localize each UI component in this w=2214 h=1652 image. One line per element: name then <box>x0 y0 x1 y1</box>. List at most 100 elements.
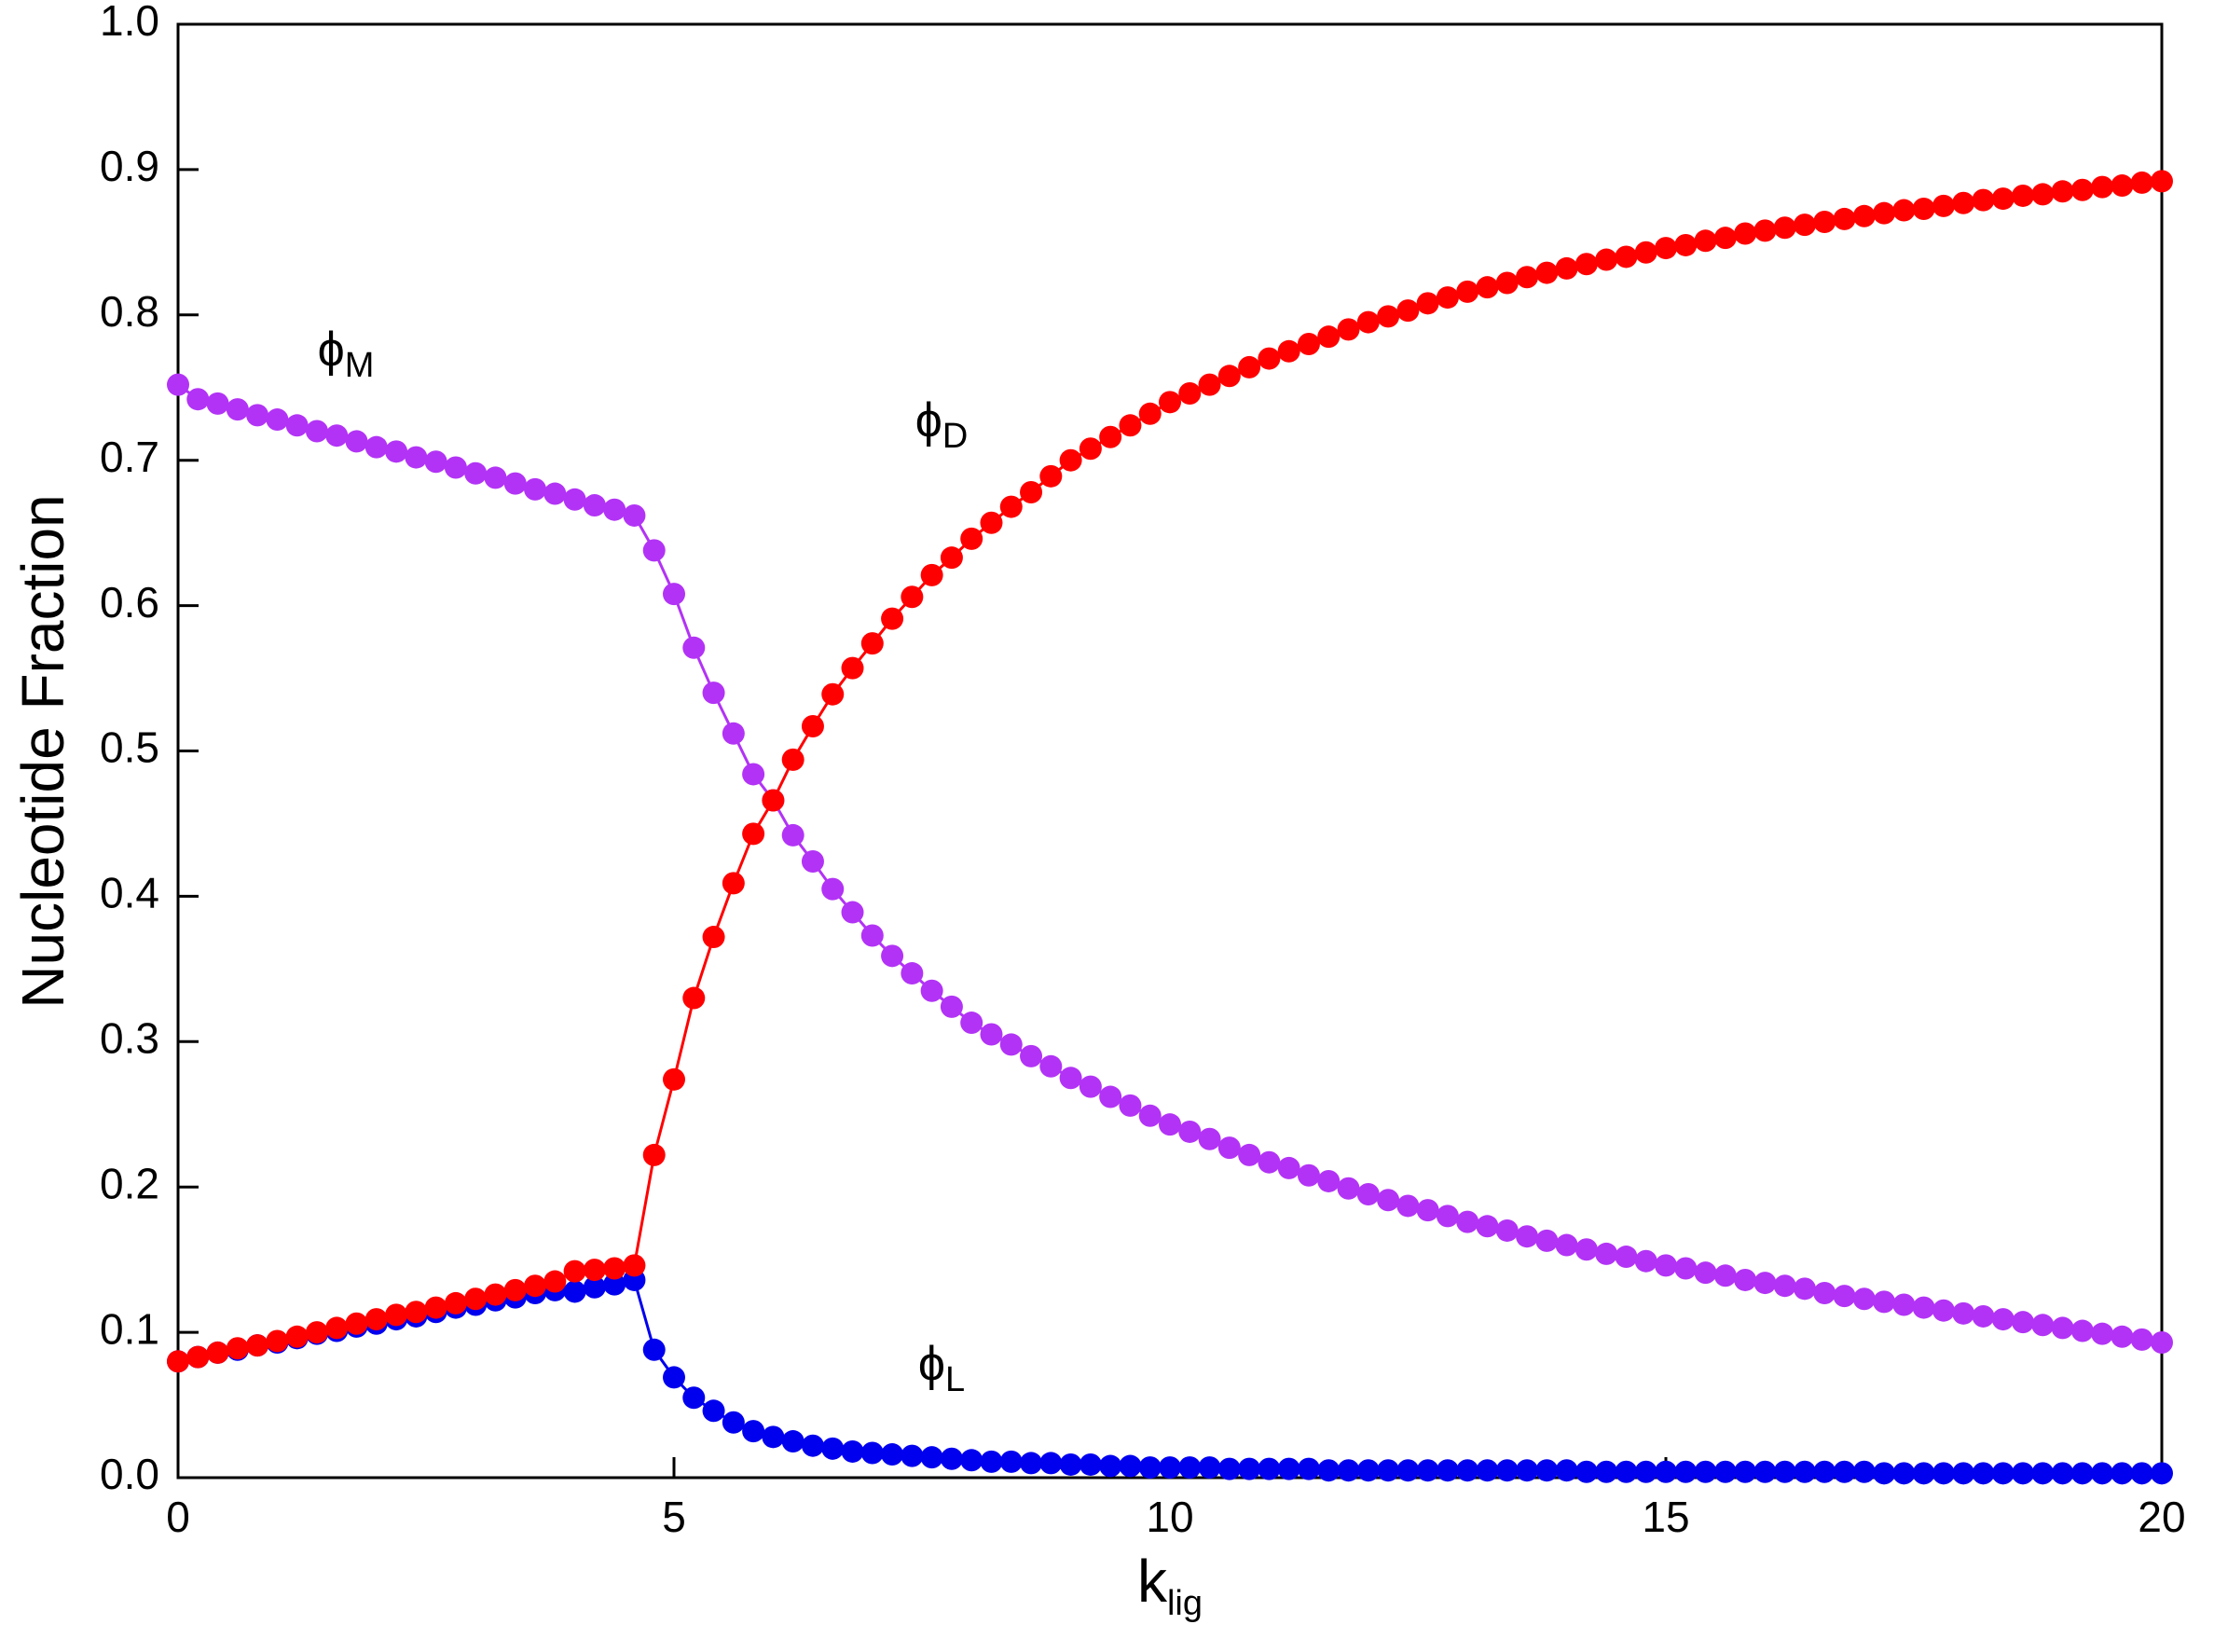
marker <box>2130 1328 2153 1351</box>
marker <box>563 1280 586 1303</box>
marker <box>1674 233 1698 256</box>
marker <box>285 414 309 437</box>
marker <box>1575 1238 1598 1261</box>
marker <box>881 607 904 630</box>
marker <box>1159 1113 1181 1136</box>
marker <box>1753 219 1777 242</box>
marker <box>682 636 706 659</box>
marker <box>1495 1218 1519 1242</box>
marker <box>1833 207 1856 230</box>
marker <box>2012 1311 2035 1334</box>
x-tick-label: 20 <box>2138 1493 2185 1541</box>
marker <box>1020 1044 1043 1067</box>
marker <box>1456 280 1479 303</box>
marker <box>1217 1457 1241 1480</box>
y-tick-label: 0.2 <box>100 1159 159 1207</box>
marker <box>1773 216 1796 240</box>
series-line <box>177 179 2163 1363</box>
marker <box>960 1012 983 1035</box>
marker <box>1634 1249 1657 1273</box>
marker <box>663 1366 685 1389</box>
marker <box>2151 170 2173 193</box>
marker <box>2151 1331 2173 1355</box>
marker <box>1277 339 1300 363</box>
marker <box>682 1386 706 1410</box>
marker <box>206 392 229 415</box>
marker <box>1873 201 1896 225</box>
series-label-sub: M <box>345 346 375 385</box>
marker <box>1873 1462 1896 1485</box>
marker <box>1079 1075 1102 1098</box>
marker <box>464 461 488 485</box>
marker <box>1852 1287 1876 1311</box>
marker <box>1297 1163 1320 1187</box>
marker <box>1615 1246 1638 1269</box>
y-tick-label: 0.6 <box>100 578 159 626</box>
marker <box>2111 174 2134 198</box>
marker <box>524 1274 547 1298</box>
marker <box>1516 1459 1539 1482</box>
marker <box>682 986 706 1010</box>
marker <box>1535 1459 1559 1482</box>
marker <box>543 482 567 505</box>
marker <box>781 748 804 771</box>
marker <box>2070 1319 2094 1342</box>
x-tick-label: 0 <box>166 1493 190 1541</box>
y-tick-label: 0.7 <box>100 433 159 481</box>
series-line <box>177 383 2163 1344</box>
marker <box>1436 1205 1459 1228</box>
marker <box>583 1275 606 1299</box>
marker <box>2091 175 2114 199</box>
marker <box>702 926 725 949</box>
marker <box>1099 1454 1122 1478</box>
marker <box>881 1443 904 1466</box>
marker <box>1575 1460 1598 1483</box>
marker <box>1297 1457 1320 1480</box>
marker <box>1476 1459 1499 1482</box>
marker <box>1516 266 1539 289</box>
marker <box>503 1278 527 1301</box>
marker <box>563 488 586 511</box>
marker <box>1674 1257 1698 1280</box>
marker <box>999 1033 1023 1056</box>
marker <box>364 1308 388 1331</box>
marker <box>801 1434 824 1457</box>
marker <box>503 472 527 495</box>
marker <box>1972 1304 1995 1328</box>
marker <box>385 1303 408 1327</box>
marker <box>1535 1229 1559 1252</box>
marker <box>1159 1456 1181 1480</box>
marker <box>1912 1296 1935 1319</box>
y-tick-label: 0.3 <box>100 1013 159 1062</box>
marker <box>2091 1322 2114 1345</box>
marker <box>206 1341 229 1364</box>
marker <box>999 1450 1023 1473</box>
marker <box>821 877 845 901</box>
marker <box>186 1345 210 1369</box>
marker <box>167 373 189 396</box>
marker <box>285 1325 309 1348</box>
marker <box>1634 1460 1657 1483</box>
x-tick-label: 15 <box>1642 1493 1689 1541</box>
marker <box>246 404 269 427</box>
marker <box>1079 437 1102 461</box>
marker <box>1555 1233 1578 1257</box>
marker <box>980 511 1003 534</box>
marker <box>1178 1120 1202 1143</box>
marker <box>1079 1452 1102 1476</box>
marker <box>1198 1456 1221 1480</box>
marker <box>1396 1194 1420 1218</box>
marker <box>841 901 864 924</box>
marker <box>1277 1457 1300 1480</box>
marker <box>2130 171 2153 194</box>
marker <box>1217 365 1241 388</box>
marker <box>1337 1177 1360 1200</box>
marker <box>1655 1460 1677 1483</box>
marker <box>1595 1242 1618 1265</box>
marker <box>1396 1459 1420 1482</box>
marker <box>1972 188 1995 212</box>
series <box>167 170 2173 1373</box>
marker <box>444 456 467 479</box>
x-tick-label: 5 <box>662 1493 686 1541</box>
